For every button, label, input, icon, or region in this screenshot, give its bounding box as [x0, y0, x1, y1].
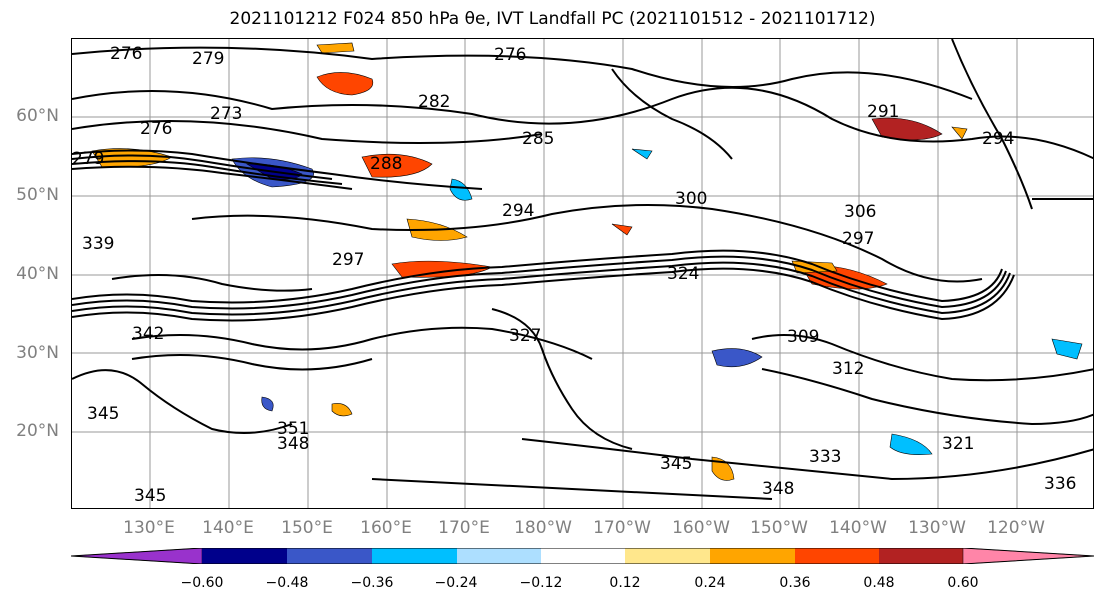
colorbar-segment: [879, 548, 963, 564]
fill-patch: [711, 348, 763, 368]
lat-label-30n: 30°N: [16, 343, 59, 363]
colorbar-segment: [202, 548, 287, 564]
lon-label-180w: 180°W: [514, 518, 572, 538]
contour-label: 288: [370, 154, 402, 174]
contour-label: 291: [867, 102, 899, 122]
lon-label-150w: 150°W: [750, 518, 808, 538]
fill-patch: [711, 456, 735, 481]
lon-label-150e: 150°E: [281, 518, 333, 538]
map-panel: 276 279 273 276 279 282 285 288 276 294 …: [71, 38, 1094, 509]
fill-patch: [951, 126, 968, 140]
colorbar-segment: [372, 548, 457, 564]
contour-label: 321: [942, 434, 974, 454]
colorbar-tick: 0.12: [609, 575, 641, 591]
contour-label: 285: [522, 129, 554, 149]
colorbar-tick: 0.36: [779, 575, 811, 591]
contour-label: 297: [842, 229, 874, 249]
lat-label-60n: 60°N: [16, 106, 59, 126]
contour-label: 345: [660, 454, 692, 474]
lon-label-140e: 140°E: [202, 518, 254, 538]
contour-label: 339: [82, 234, 114, 254]
colorbar-segment: [287, 548, 372, 564]
colorbar-segment: [795, 548, 879, 564]
colorbar-tick: 0.24: [694, 575, 726, 591]
colorbar-tick: 0.48: [863, 575, 895, 591]
contour-label: 327: [509, 326, 541, 346]
contour-label: 276: [494, 45, 526, 65]
lon-label-170w: 170°W: [593, 518, 651, 538]
colorbar: [71, 548, 1094, 564]
contour-label: 294: [982, 129, 1014, 149]
contour-label: 333: [809, 447, 841, 467]
contour-label: 276: [110, 44, 142, 64]
contour-label: 282: [418, 92, 450, 112]
theta-e-contours: [72, 39, 1093, 500]
colorbar-segment: [541, 548, 625, 564]
fill-patch: [261, 396, 274, 412]
map-canvas: 276 279 273 276 279 282 285 288 276 294 …: [72, 39, 1093, 508]
fill-patch: [631, 148, 653, 160]
contour-label: 279: [192, 49, 224, 69]
contour-label: 309: [787, 327, 819, 347]
colorbar-tick: −0.12: [519, 575, 563, 591]
contour-label: 300: [675, 189, 707, 209]
colorbar-segment: [625, 548, 710, 564]
fill-patch: [449, 178, 473, 201]
contour-label: 279: [72, 149, 104, 169]
contour-label: 297: [332, 250, 364, 270]
fill-patch: [316, 72, 374, 96]
fill-patch: [611, 223, 633, 236]
lon-label-120w: 120°W: [987, 518, 1045, 538]
fill-patch: [889, 433, 933, 455]
colorbar-tick: −0.36: [350, 575, 394, 591]
colorbar-segment: [710, 548, 795, 564]
colorbar-tick: −0.24: [434, 575, 478, 591]
contour-label: 306: [844, 202, 876, 222]
lat-label-40n: 40°N: [16, 264, 59, 284]
lon-label-130e: 130°E: [123, 518, 175, 538]
contour-label: 348: [762, 479, 794, 499]
colorbar-segment: [71, 548, 203, 564]
contour-labels: 276 279 273 276 279 282 285 288 276 294 …: [72, 44, 1076, 506]
colorbar-tick: 0.60: [947, 575, 979, 591]
contour-label: 351: [277, 419, 309, 439]
fill-patch: [331, 403, 353, 417]
contour-label: 276: [140, 119, 172, 139]
lon-label-160e: 160°E: [360, 518, 412, 538]
lon-label-140w: 140°W: [829, 518, 887, 538]
colorbar-tick: −0.48: [265, 575, 309, 591]
contour-label: 312: [832, 359, 864, 379]
fill-patch: [1051, 338, 1083, 360]
contour-label: 273: [210, 104, 242, 124]
fill-patch: [316, 42, 355, 54]
lat-label-50n: 50°N: [16, 185, 59, 205]
fill-patch: [361, 153, 433, 178]
lon-label-130w: 130°W: [908, 518, 966, 538]
map-title: 2021101212 F024 850 hPa θe, IVT Landfall…: [229, 9, 876, 29]
contour-label: 345: [134, 486, 166, 506]
contour-label: 324: [667, 264, 699, 284]
colorbar-tick: −0.60: [180, 575, 224, 591]
contour-label: 348: [277, 434, 309, 454]
contour-label: 342: [132, 324, 164, 344]
lat-label-20n: 20°N: [16, 421, 59, 441]
lon-label-170e: 170°E: [438, 518, 490, 538]
contour-label: 294: [502, 201, 534, 221]
colorbar-segment: [962, 548, 1094, 564]
contour-label: 336: [1044, 474, 1076, 494]
contour-label: 345: [87, 404, 119, 424]
colorbar-segment: [457, 548, 541, 564]
lon-label-160w: 160°W: [672, 518, 730, 538]
